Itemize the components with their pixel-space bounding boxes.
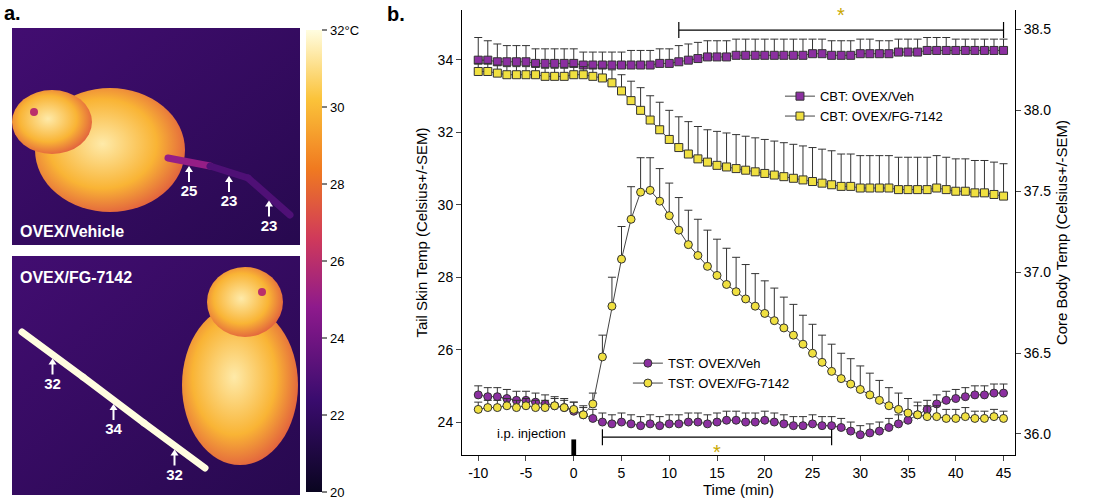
svg-text:TST: OVEX/FG-7142: TST: OVEX/FG-7142: [668, 376, 789, 391]
svg-text:40: 40: [948, 465, 964, 481]
svg-text:24: 24: [330, 331, 344, 346]
svg-text:38.0: 38.0: [1024, 102, 1051, 118]
svg-text:37.5: 37.5: [1024, 183, 1051, 199]
svg-text:TST: OVEX/Veh: TST: OVEX/Veh: [668, 356, 761, 371]
svg-text:32: 32: [438, 124, 454, 140]
svg-text:37.0: 37.0: [1024, 264, 1051, 280]
svg-text:23: 23: [221, 192, 238, 209]
svg-text:i.p. injection: i.p. injection: [497, 426, 566, 441]
svg-text:30: 30: [438, 197, 454, 213]
svg-text:b.: b.: [387, 3, 405, 25]
svg-text:32: 32: [166, 466, 183, 483]
svg-text:34: 34: [105, 420, 122, 437]
svg-text:5: 5: [618, 465, 626, 481]
svg-text:10: 10: [661, 465, 677, 481]
svg-text:28: 28: [438, 269, 454, 285]
svg-text:38.5: 38.5: [1024, 21, 1051, 37]
svg-text:*: *: [837, 4, 845, 26]
svg-text:25: 25: [805, 465, 821, 481]
svg-text:32: 32: [44, 375, 61, 392]
svg-text:Core Body Temp (Celsius+/-SEM): Core Body Temp (Celsius+/-SEM): [1053, 120, 1070, 345]
svg-text:CBT: OVEX/FG-7142: CBT: OVEX/FG-7142: [820, 109, 943, 124]
svg-text:CBT: OVEX/Veh: CBT: OVEX/Veh: [820, 89, 914, 104]
svg-text:15: 15: [709, 465, 725, 481]
svg-text:a.: a.: [4, 2, 21, 24]
svg-text:*: *: [713, 441, 721, 463]
svg-text:OVEX/Vehicle: OVEX/Vehicle: [20, 223, 124, 240]
svg-text:32°C: 32°C: [330, 23, 359, 38]
svg-text:23: 23: [261, 217, 278, 234]
svg-text:26: 26: [330, 254, 344, 269]
svg-text:Time (min): Time (min): [703, 481, 774, 498]
svg-text:35: 35: [900, 465, 916, 481]
svg-text:-10: -10: [468, 465, 488, 481]
svg-text:Tail Skin Temp (Celsius+/-SEM): Tail Skin Temp (Celsius+/-SEM): [413, 127, 430, 337]
svg-text:28: 28: [330, 177, 344, 192]
svg-text:30: 30: [330, 100, 344, 115]
svg-text:OVEX/FG-7142: OVEX/FG-7142: [20, 269, 132, 286]
svg-text:22: 22: [330, 408, 344, 423]
svg-text:36.5: 36.5: [1024, 345, 1051, 361]
svg-text:26: 26: [438, 342, 454, 358]
svg-text:36.0: 36.0: [1024, 426, 1051, 442]
svg-text:20: 20: [330, 485, 344, 500]
svg-text:20: 20: [757, 465, 773, 481]
svg-text:24: 24: [438, 414, 454, 430]
svg-text:-5: -5: [520, 465, 533, 481]
svg-text:45: 45: [996, 465, 1012, 481]
svg-text:0: 0: [570, 465, 578, 481]
svg-text:25: 25: [181, 182, 198, 199]
svg-text:30: 30: [852, 465, 868, 481]
svg-text:34: 34: [438, 52, 454, 68]
